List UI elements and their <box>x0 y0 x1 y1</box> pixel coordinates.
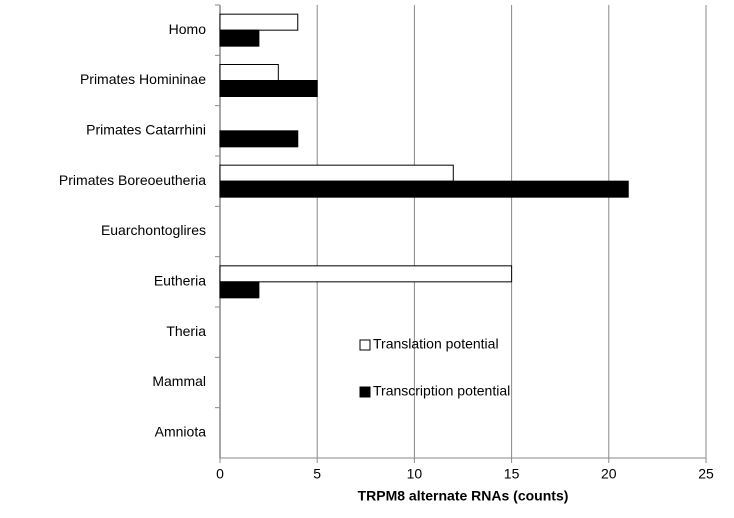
legend-swatch <box>359 339 371 351</box>
x-tick-label: 10 <box>407 466 423 482</box>
x-tick-label: 5 <box>313 466 321 482</box>
legend-label: Translation potential <box>373 336 499 352</box>
y-tick-label: Amniota <box>155 424 207 440</box>
x-tick-label: 15 <box>504 466 520 482</box>
y-tick-label: Primates Boreoeutheria <box>59 172 206 188</box>
y-tick-label: Primates Homininae <box>80 71 206 87</box>
x-axis-title: TRPM8 alternate RNAs (counts) <box>358 488 569 504</box>
bar <box>219 64 279 81</box>
y-tick-label: Theria <box>166 323 206 339</box>
bar <box>219 180 629 198</box>
x-tick-label: 0 <box>216 466 224 482</box>
y-tick-label: Mammal <box>152 373 206 389</box>
bar <box>219 281 260 299</box>
bar <box>219 29 260 47</box>
legend-label: Transcription potential <box>373 383 510 399</box>
bar <box>219 130 299 148</box>
bar <box>219 80 318 97</box>
x-tick-label: 20 <box>601 466 617 482</box>
y-tick-label: Euarchontoglires <box>101 222 206 238</box>
y-tick-label: Primates Catarrhini <box>86 122 206 138</box>
y-tick-label: Homo <box>169 21 207 37</box>
legend-swatch <box>359 386 371 398</box>
y-tick-label: Eutheria <box>154 273 206 289</box>
bar <box>219 13 299 31</box>
bar <box>219 265 513 283</box>
bar <box>219 164 454 182</box>
x-tick-label: 25 <box>698 466 714 482</box>
